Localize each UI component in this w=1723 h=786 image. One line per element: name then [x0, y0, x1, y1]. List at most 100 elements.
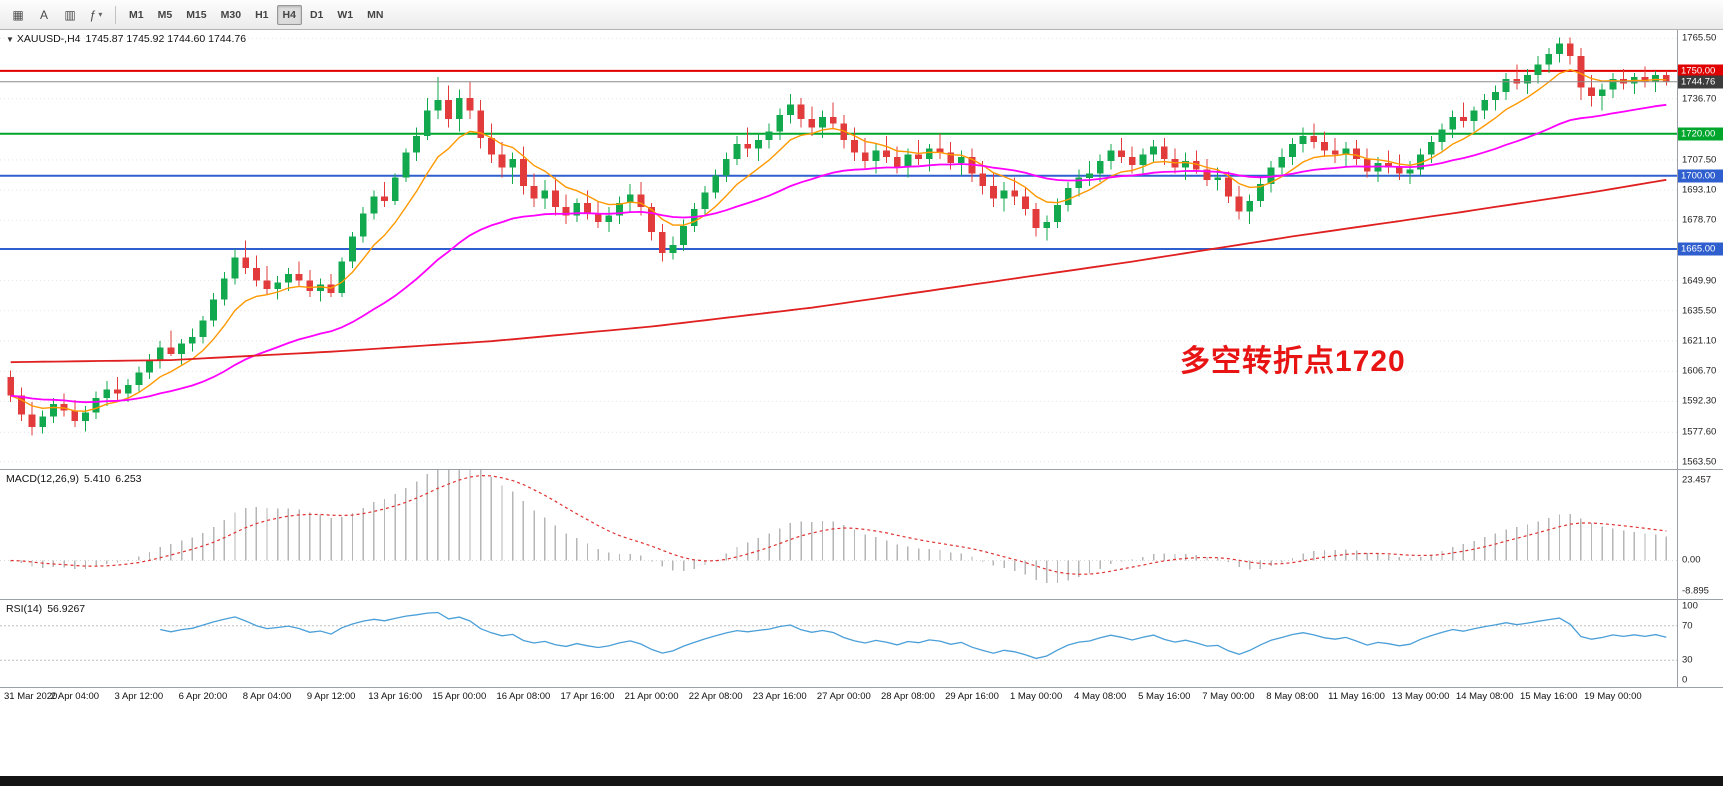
macd-plot[interactable]: [0, 464, 1677, 603]
collapse-arrow-icon[interactable]: ▼: [6, 35, 14, 44]
rsi-tick: 30: [1682, 654, 1693, 666]
window-lower-area: [0, 706, 1723, 776]
price-chart-svg[interactable]: [0, 30, 1677, 468]
rsi-axis: 100 70 30 0: [1677, 600, 1723, 687]
macd-axis: 23.457 0.00 -8.895: [1677, 470, 1723, 599]
price-tick: 1736.70: [1682, 93, 1717, 105]
macd-signal-line: [10, 474, 1667, 575]
candlestick-plot[interactable]: [0, 30, 1677, 473]
price-tick: 1606.70: [1682, 365, 1717, 377]
price-badge-1700.00: 1700.00: [1678, 169, 1723, 183]
timeframe-mn-button[interactable]: MN: [367, 8, 384, 21]
candlestick-series: [7, 37, 1670, 436]
time-label: 21 Apr 00:00: [624, 691, 679, 702]
timeframe-h4-button[interactable]: H4: [276, 4, 302, 25]
rsi-tick: 70: [1682, 620, 1693, 632]
macd-svg[interactable]: [0, 464, 1677, 598]
symbol-timeframe-label: XAUUSD-,H4: [16, 33, 81, 45]
price-tick: 1577.60: [1682, 426, 1717, 438]
timeframe-h1-button[interactable]: H1: [255, 8, 269, 21]
template-icon[interactable]: ▥: [64, 7, 76, 22]
time-label: 28 Apr 08:00: [880, 691, 935, 702]
price-axis[interactable]: 1765.50 1736.70 1707.50 1693.10 1678.70 1649.…: [1677, 30, 1723, 469]
time-label: 4 May 08:00: [1074, 691, 1127, 702]
macd-label: MACD(12,26,9) 5.410 6.253: [6, 473, 147, 485]
time-label: 1 May 00:00: [1009, 691, 1063, 702]
rsi-panel[interactable]: RSI(14) 56.9267 100 70 30 0: [0, 600, 1723, 688]
macd-signal-value: 6.253: [115, 473, 142, 485]
price-tick: 1678.70: [1682, 214, 1717, 226]
time-label: 13 Apr 16:00: [368, 691, 423, 702]
price-gridlines: [0, 37, 1677, 463]
price-tick: 1621.10: [1682, 335, 1717, 347]
price-chart-panel[interactable]: ▼ XAUUSD-,H4 1745.87 1745.92 1744.60 1744.…: [0, 30, 1723, 470]
time-label: 8 Apr 04:00: [242, 691, 292, 702]
time-label: 19 May 00:00: [1584, 691, 1642, 702]
time-label: 3 Apr 12:00: [114, 691, 164, 702]
time-label: 15 May 16:00: [1520, 691, 1578, 702]
price-tick: 1707.50: [1682, 154, 1717, 166]
toolbar: ▦ A ▥ ƒ ▾ M1 M5 M15 M30 H1 H4 D1 W1 MN: [0, 0, 1723, 30]
time-label: 11 May 16:00: [1328, 691, 1385, 702]
time-label: 8 May 08:00: [1266, 691, 1319, 702]
macd-tick: 23.457: [1682, 474, 1712, 486]
macd-tick: 0.00: [1682, 554, 1701, 566]
rsi-line: [160, 611, 1667, 660]
time-label: 7 May 00:00: [1202, 691, 1255, 702]
toolbar-separator: [115, 5, 116, 24]
time-label: 2 Apr 04:00: [50, 691, 100, 702]
cursor-a-icon[interactable]: A: [39, 7, 48, 22]
ohlc-readout: 1745.87 1745.92 1744.60 1744.76: [85, 33, 247, 45]
timeframe-buttons: M1 M5 M15 M30 H1 H4 D1 W1 MN: [123, 4, 389, 25]
timeframe-m5-button[interactable]: M5: [157, 8, 173, 21]
time-label: 9 Apr 12:00: [306, 691, 356, 702]
price-tick: 1563.50: [1682, 456, 1717, 468]
rsi-label: RSI(14) 56.9267: [6, 603, 90, 615]
dropdown-caret-icon: ▾: [98, 10, 103, 19]
time-label: 27 Apr 00:00: [816, 691, 871, 702]
price-badge-1744.76: 1744.76: [1678, 75, 1723, 89]
indicators-icon[interactable]: ƒ ▾: [89, 7, 103, 22]
price-tick: 1693.10: [1682, 184, 1717, 196]
time-axis[interactable]: 31 Mar 2020 2 Apr 04:00 3 Apr 12:00 6 Apr 2…: [0, 688, 1723, 706]
time-label: 15 Apr 00:00: [432, 691, 487, 702]
time-label: 17 Apr 16:00: [560, 691, 615, 702]
price-tick: 1635.50: [1682, 305, 1717, 317]
rsi-tick: 100: [1682, 600, 1698, 612]
time-label: 29 Apr 16:00: [945, 691, 999, 702]
price-tick: 1765.50: [1682, 32, 1717, 44]
price-badge-1750.00: 1750.00: [1678, 64, 1723, 78]
time-label: 31 Mar 2020: [4, 691, 58, 702]
time-label: 23 Apr 16:00: [752, 691, 807, 702]
rsi-indicator-name: RSI(14): [6, 603, 43, 615]
time-label: 22 Apr 08:00: [688, 691, 743, 702]
toolbar-icons: ▦ A ▥ ƒ ▾: [6, 4, 108, 26]
timeframe-m1-button[interactable]: M1: [129, 8, 144, 21]
fast-ma-line: [10, 68, 1667, 412]
chart-annotation: 多空转折点1720: [1180, 345, 1406, 378]
time-label: 13 May 00:00: [1391, 691, 1450, 702]
timeframe-d1-button[interactable]: D1: [309, 8, 324, 21]
macd-tick: -8.895: [1682, 585, 1709, 597]
slow-ma-line: [10, 178, 1667, 364]
time-label: 14 May 08:00: [1455, 691, 1514, 702]
rsi-svg[interactable]: [0, 600, 1677, 686]
price-badge-1665.00: 1665.00: [1678, 242, 1723, 256]
macd-main-value: 5.410: [83, 473, 111, 485]
timeframe-m15-button[interactable]: M15: [186, 8, 207, 21]
timeframe-w1-button[interactable]: W1: [337, 8, 354, 21]
timeframe-m30-button[interactable]: M30: [220, 8, 242, 21]
rsi-tick: 0: [1682, 674, 1688, 686]
taskbar-strip: [0, 776, 1723, 786]
macd-panel[interactable]: MACD(12,26,9) 5.410 6.253 23.457 0.00 -8.895: [0, 464, 1723, 603]
macd-indicator-name: MACD(12,26,9): [6, 473, 79, 485]
rsi-value: 56.9267: [47, 603, 86, 615]
macd-histogram: [10, 464, 1667, 583]
medium-ma-line: [10, 103, 1667, 404]
time-label: 6 Apr 20:00: [178, 691, 228, 702]
time-label: 16 Apr 08:00: [496, 691, 551, 702]
rsi-plot[interactable]: [0, 600, 1677, 691]
time-label: 5 May 16:00: [1138, 691, 1191, 702]
chart-window-icon[interactable]: ▦: [12, 7, 24, 22]
